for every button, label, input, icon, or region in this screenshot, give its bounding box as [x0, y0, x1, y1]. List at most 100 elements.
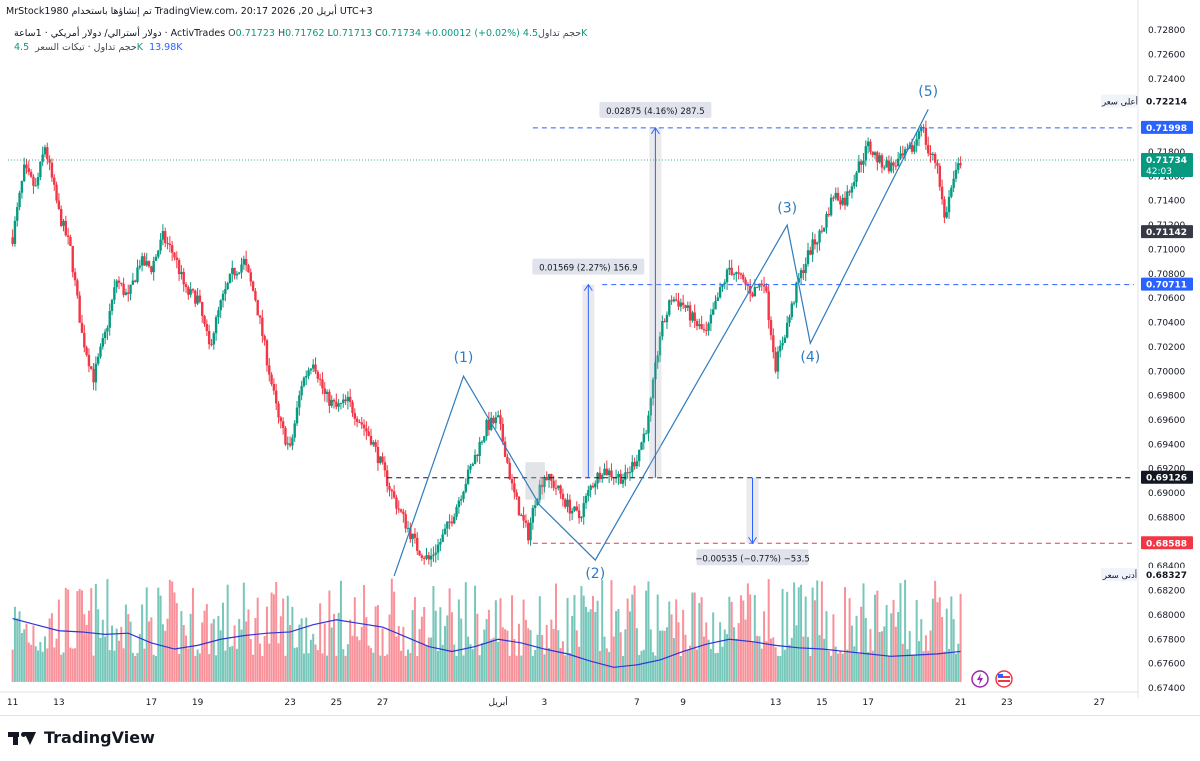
- candle-body: [850, 186, 854, 193]
- volume-bar: [938, 597, 941, 682]
- candle-body: [702, 328, 706, 331]
- candle-body: [115, 280, 118, 288]
- volume-bar: [719, 622, 722, 682]
- candle-body: [344, 399, 347, 402]
- volume-bar: [388, 614, 391, 682]
- x-axis[interactable]: 11 13 17 19 23 25 27 أبريل 3 7 9 13 15 17 21 23 27: [0, 691, 1138, 708]
- candle-body: [693, 312, 696, 321]
- candle-body: [219, 300, 222, 311]
- volume-bar: [50, 613, 53, 682]
- candle-body: [392, 491, 396, 498]
- volume-bar: [915, 600, 918, 682]
- volume-bar: [800, 584, 803, 682]
- volume-bar: [485, 619, 488, 682]
- volume-bar: [99, 637, 102, 682]
- volume-bar: [559, 648, 562, 682]
- candle-body: [272, 384, 276, 391]
- candle-body: [557, 485, 560, 489]
- candle-body: [624, 472, 627, 480]
- volume-bar: [622, 655, 625, 682]
- candle-body: [781, 342, 784, 346]
- volume-bar: [730, 601, 733, 682]
- candle-body: [545, 476, 548, 481]
- volume-bar: [282, 598, 285, 682]
- volume-indicator-value: 4.5K: [14, 42, 144, 53]
- candle-body: [117, 280, 121, 283]
- volume-bar: [857, 653, 860, 682]
- volume-bar: [843, 587, 846, 682]
- volume-bar: [571, 615, 574, 682]
- volume-bar: [601, 580, 604, 682]
- volume-bar: [733, 627, 736, 682]
- volume-bar: [897, 612, 900, 682]
- candle-body: [802, 270, 805, 274]
- volume-bar: [300, 618, 303, 682]
- volume-bar: [210, 623, 213, 682]
- candle-body: [878, 155, 881, 163]
- volume-bar: [737, 623, 740, 682]
- volume-bar: [763, 611, 766, 682]
- volume-bar: [252, 654, 255, 682]
- y-axis[interactable]: 0.728000.726000.724000.722000.720000.718…: [1101, 0, 1193, 698]
- volume-bar: [215, 655, 218, 682]
- candle-body: [133, 280, 137, 282]
- lightning-bolt: [977, 673, 983, 685]
- volume-bar: [675, 599, 678, 682]
- volume-bar: [349, 619, 352, 682]
- measure-label-box: [599, 101, 712, 118]
- volume-bar: [87, 610, 90, 682]
- candle-body: [106, 327, 109, 332]
- candle-body: [638, 449, 641, 462]
- candle-body: [20, 181, 24, 193]
- candle-body: [725, 269, 729, 283]
- us-flag-icon[interactable]: [995, 670, 1013, 688]
- candle-body: [140, 256, 144, 266]
- candle-body: [501, 423, 504, 442]
- volume-bar: [797, 587, 800, 682]
- volume-bar: [626, 598, 629, 682]
- volume-legend[interactable]: حجم تداول · تيكات السعر 4.5K 13.98K: [14, 42, 183, 53]
- candle-body: [568, 499, 572, 514]
- candle-body: [323, 388, 326, 394]
- volume-bar: [85, 624, 88, 682]
- x-tick-label: 17: [862, 698, 873, 708]
- x-tick-label: 27: [1094, 698, 1105, 708]
- volume-bar: [520, 655, 523, 682]
- candle-body: [633, 462, 636, 467]
- candle-body: [836, 192, 840, 201]
- volume-bar: [219, 630, 222, 682]
- ohlc-h: 0.71762: [285, 28, 325, 39]
- volume-bar: [765, 640, 768, 682]
- volume-bar: [376, 605, 379, 682]
- symbol-legend[interactable]: دولار أسترالي/ دولار أمريكي · 1ساعة · Ac…: [14, 28, 587, 39]
- candle-body: [307, 370, 310, 376]
- candle-body: [617, 473, 620, 478]
- candle-body: [316, 371, 320, 379]
- candle-body: [866, 141, 870, 147]
- volume-bar: [286, 595, 289, 682]
- volume-bar: [150, 617, 153, 682]
- volume-bar: [735, 638, 738, 682]
- candle-body: [561, 493, 565, 500]
- volume-bar: [476, 613, 479, 682]
- volume-bar: [201, 622, 204, 682]
- volume-bar: [591, 595, 594, 682]
- volume-bar: [494, 600, 497, 682]
- candle-body: [427, 555, 431, 560]
- candle-body: [277, 403, 280, 418]
- volume-bar: [811, 587, 814, 682]
- candle-body: [48, 159, 51, 163]
- candle-body: [896, 158, 900, 166]
- symbol-name[interactable]: دولار أسترالي/ دولار أمريكي · 1ساعة · Ac…: [14, 28, 226, 39]
- price-label-box: [1141, 536, 1193, 550]
- candle-body: [233, 267, 236, 276]
- candle-body: [785, 322, 789, 338]
- volume-bar: [259, 643, 262, 682]
- volume-bar: [772, 637, 775, 682]
- candle-body: [281, 421, 285, 428]
- volume-bar: [168, 579, 171, 682]
- volume-bar: [721, 646, 724, 682]
- candle-body: [846, 191, 849, 206]
- candle-body: [619, 473, 622, 484]
